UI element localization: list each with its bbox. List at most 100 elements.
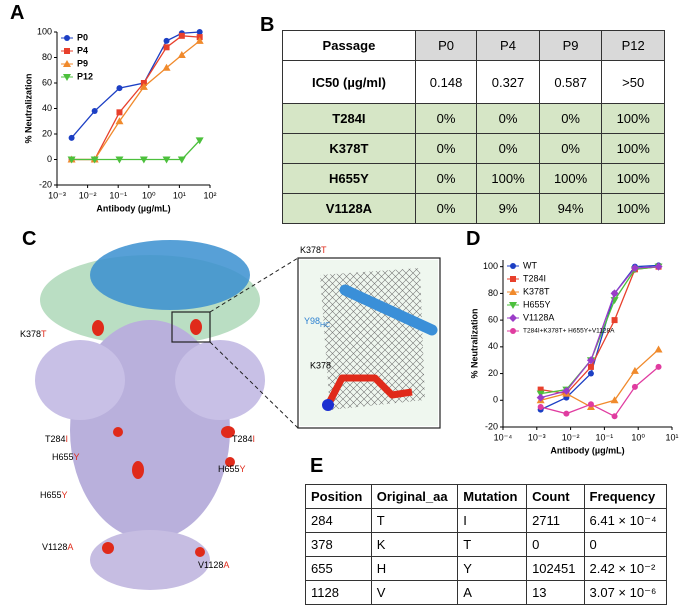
inset-label: K378T bbox=[300, 245, 327, 255]
data-point bbox=[68, 134, 75, 141]
chain-label: Y98HC bbox=[304, 316, 330, 328]
residue: H655 bbox=[40, 490, 62, 500]
table-row: IC50 (µg/ml) 0.148 0.327 0.587 >50 bbox=[282, 60, 665, 104]
mutation-label: H655Y bbox=[218, 464, 246, 474]
data-point bbox=[139, 156, 148, 164]
table-cell: 0% bbox=[414, 163, 478, 194]
mutant-aa: Y bbox=[74, 452, 80, 462]
table-cell: 0% bbox=[538, 103, 603, 134]
y-tick-label: 20 bbox=[42, 128, 52, 138]
legend-label: K378T bbox=[523, 286, 550, 296]
mutant-aa: A bbox=[67, 542, 73, 552]
table-cell: 100% bbox=[601, 163, 665, 194]
table-cell: 0% bbox=[414, 193, 478, 224]
data-point bbox=[536, 393, 545, 402]
residue: T284 bbox=[232, 434, 253, 444]
series-line bbox=[540, 349, 659, 408]
y-tick-label: 0 bbox=[493, 395, 498, 405]
table-cell: I bbox=[457, 508, 528, 533]
legend-label: P4 bbox=[77, 45, 88, 55]
chain-sub: HC bbox=[320, 322, 330, 329]
x-tick-label: 10⁻¹ bbox=[109, 190, 127, 200]
panel-label: C bbox=[22, 228, 37, 250]
table-cell: Mutation bbox=[457, 484, 528, 509]
table-cell: 284 bbox=[305, 508, 372, 533]
table-cell: P0 bbox=[414, 30, 478, 61]
table-cell: K bbox=[370, 532, 459, 557]
table-cell: 0% bbox=[476, 133, 540, 164]
mutant-aa: Y bbox=[62, 490, 68, 500]
table-cell: Count bbox=[526, 484, 585, 509]
table-cell: 0% bbox=[414, 103, 478, 134]
residue: Y98 bbox=[304, 316, 320, 326]
table-cell: P12 bbox=[601, 30, 665, 61]
table-row: V1128A 0% 9% 94% 100% bbox=[282, 193, 665, 224]
table-cell: 0% bbox=[476, 103, 540, 134]
y-tick-label: 100 bbox=[37, 26, 52, 36]
mutation-label: T284I bbox=[45, 434, 68, 444]
y-tick-label: 60 bbox=[42, 77, 52, 87]
table-cell: T284I bbox=[282, 103, 416, 134]
x-tick-label: 10⁻¹ bbox=[596, 432, 614, 442]
data-point bbox=[537, 403, 544, 410]
table-row: 378 K T 0 0 bbox=[305, 532, 668, 557]
residue: H655 bbox=[52, 452, 74, 462]
table-cell: 100% bbox=[601, 193, 665, 224]
series-line bbox=[540, 366, 659, 418]
x-tick-label: 10⁻² bbox=[79, 190, 97, 200]
data-point bbox=[611, 317, 618, 324]
data-point bbox=[115, 117, 124, 125]
x-tick-label: 10¹ bbox=[665, 432, 678, 442]
legend-label: H655Y bbox=[523, 299, 551, 309]
x-tick-label: 10⁰ bbox=[631, 432, 645, 442]
table-cell: IC50 (µg/ml) bbox=[282, 60, 416, 104]
legend-label: T284I+K378T+ H655Y+V1128A bbox=[523, 328, 615, 335]
mutation-label: T284I bbox=[232, 434, 255, 444]
data-point bbox=[163, 37, 170, 44]
x-tick-label: 10² bbox=[203, 190, 216, 200]
table-cell: 13 bbox=[526, 580, 585, 605]
y-axis-label: % Neutralization bbox=[23, 73, 33, 143]
mutation-label: H655Y bbox=[52, 452, 80, 462]
y-tick-label: 40 bbox=[42, 103, 52, 113]
table-cell: 0% bbox=[538, 133, 603, 164]
y-tick-label: 80 bbox=[488, 288, 498, 298]
table-cell: >50 bbox=[601, 60, 665, 104]
data-point bbox=[654, 345, 663, 353]
residue: V1128 bbox=[42, 542, 67, 552]
data-point bbox=[116, 109, 123, 116]
table-cell: 0 bbox=[583, 532, 668, 557]
residue: K378 bbox=[300, 245, 321, 255]
data-point bbox=[655, 363, 662, 370]
x-tick-label: 10⁻⁴ bbox=[494, 432, 513, 442]
table-cell: 0.587 bbox=[538, 60, 603, 104]
data-point bbox=[67, 156, 76, 164]
table-cell: 0 bbox=[526, 532, 585, 557]
data-point bbox=[586, 356, 595, 365]
data-point bbox=[610, 396, 619, 404]
residue: V1128 bbox=[198, 560, 223, 570]
series-line bbox=[71, 40, 201, 161]
data-point bbox=[630, 264, 639, 273]
legend-label: P0 bbox=[77, 32, 88, 42]
y-tick-label: 80 bbox=[42, 52, 52, 62]
data-point bbox=[178, 32, 185, 39]
table-cell: 100% bbox=[601, 103, 665, 134]
table-row: Passage P0 P4 P9 P12 bbox=[282, 30, 665, 61]
data-point bbox=[196, 29, 203, 35]
residue-label: K378 bbox=[310, 360, 331, 370]
data-point bbox=[630, 366, 639, 374]
y-axis-label: % Neutralization bbox=[469, 308, 479, 378]
data-point bbox=[177, 50, 186, 58]
mutant-aa: A bbox=[223, 560, 229, 570]
table-row: T284I 0% 0% 0% 100% bbox=[282, 103, 665, 134]
legend-label: T284I bbox=[523, 273, 546, 283]
panel-label: A bbox=[10, 2, 25, 24]
series-line bbox=[540, 266, 659, 399]
table-cell: 1128 bbox=[305, 580, 372, 605]
legend-label: WT bbox=[523, 260, 537, 270]
data-point bbox=[115, 156, 124, 164]
data-point bbox=[563, 410, 570, 417]
table-cell: 9% bbox=[476, 193, 540, 224]
